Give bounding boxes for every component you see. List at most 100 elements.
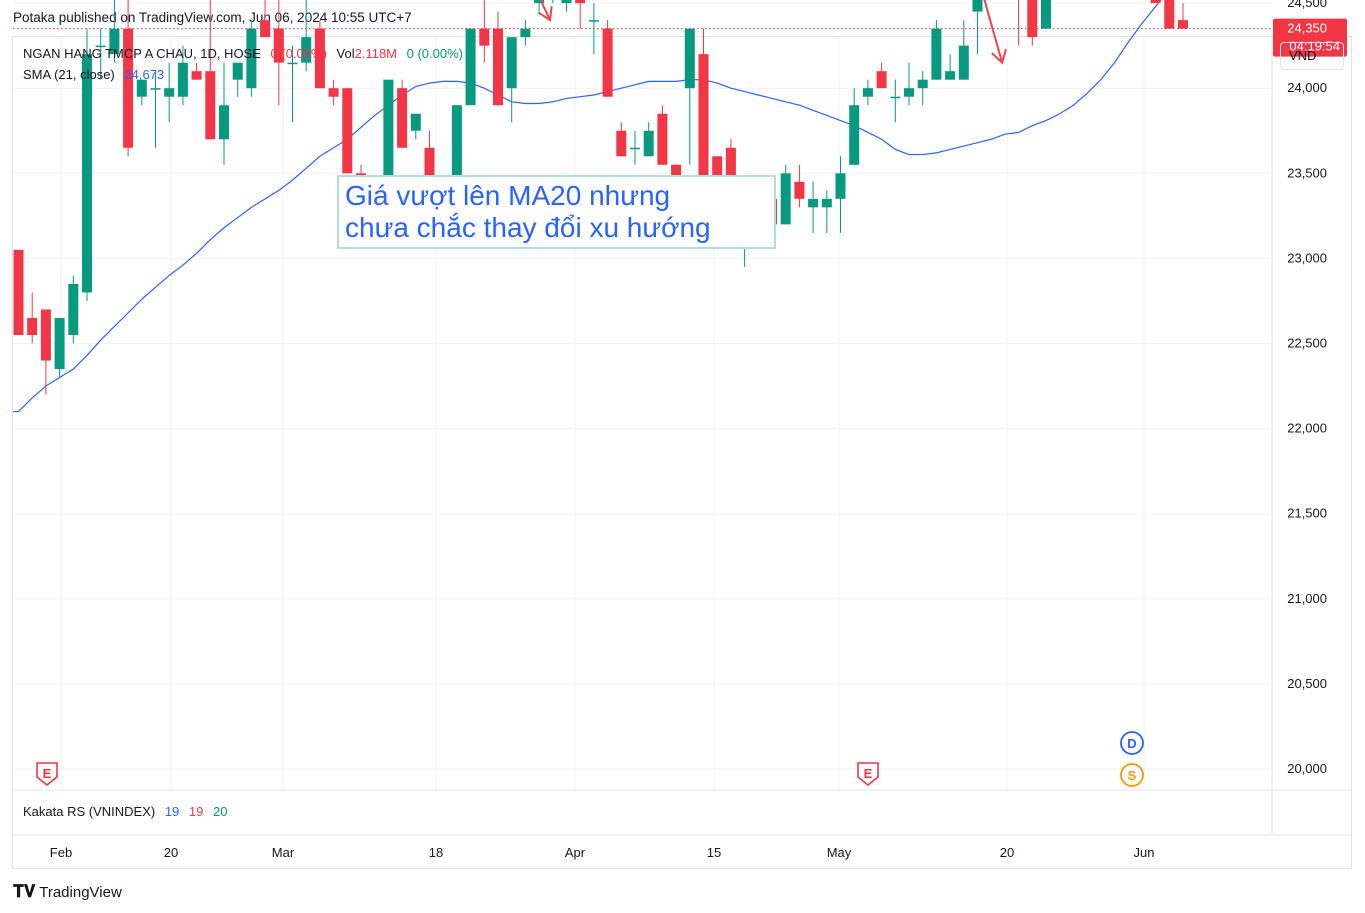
candle-body xyxy=(95,45,106,48)
candle xyxy=(931,20,942,80)
candle-body xyxy=(780,173,791,225)
arrow-shaft xyxy=(983,0,1004,63)
tradingview-logo[interactable]: 𝐓𝐕 TradingView xyxy=(13,882,122,902)
candle xyxy=(13,249,24,335)
candle-body xyxy=(917,79,928,89)
candle xyxy=(794,164,805,208)
candle xyxy=(972,0,983,55)
candle xyxy=(205,0,216,140)
y-tick-label: 21,500 xyxy=(1287,506,1327,521)
y-tick-label: 23,000 xyxy=(1287,250,1327,265)
candle-body xyxy=(835,173,846,199)
earnings-marker-label: E xyxy=(864,766,873,781)
candle xyxy=(588,3,599,55)
last-price-tag-bg xyxy=(1273,18,1347,57)
candle-body xyxy=(150,88,161,90)
publish-caption: Potaka published on TradingView.com, Jun… xyxy=(13,10,412,25)
candle xyxy=(164,62,175,123)
annotation-box[interactable]: Giá vượt lên MA20 nhưng chưa chắc thay đ… xyxy=(337,175,776,249)
candle-body xyxy=(945,71,956,80)
candle-body xyxy=(876,71,887,89)
candle-body xyxy=(931,28,942,80)
candle xyxy=(506,37,517,123)
candle xyxy=(68,275,79,344)
candle-body xyxy=(301,37,312,63)
candle-body xyxy=(232,62,243,80)
arrow-head xyxy=(537,6,553,22)
candle xyxy=(123,0,134,157)
candle xyxy=(301,0,312,72)
currency-button[interactable]: VND xyxy=(1280,42,1344,70)
candle xyxy=(465,28,476,106)
candle xyxy=(410,113,421,140)
candle-body xyxy=(821,198,832,208)
candle xyxy=(342,88,353,174)
candle-body xyxy=(506,37,517,89)
candle-body xyxy=(27,317,38,335)
candle xyxy=(314,20,325,89)
candle xyxy=(684,28,695,165)
sma-line xyxy=(13,0,1162,413)
sma-label[interactable]: SMA (21, close) xyxy=(23,67,115,82)
y-tick-label: 22,000 xyxy=(1287,421,1327,436)
rs-label[interactable]: Kakata RS (VNINDEX) xyxy=(23,804,156,819)
candle-body xyxy=(219,105,229,140)
candle xyxy=(958,20,969,80)
rs-value-2: 19 xyxy=(188,804,204,819)
candle-body xyxy=(410,113,421,131)
annotation-arrow xyxy=(983,0,1007,65)
x-tick-label: 20 xyxy=(164,845,178,860)
marker-label: D xyxy=(1127,736,1136,751)
candle xyxy=(1178,3,1188,29)
candle xyxy=(904,62,914,106)
candle-body xyxy=(136,79,147,97)
x-tick-label: 15 xyxy=(707,845,721,860)
candle xyxy=(561,0,572,12)
candle xyxy=(945,54,956,80)
candle-body xyxy=(575,0,586,4)
candle-body xyxy=(520,28,531,38)
chart-frame xyxy=(12,36,1352,869)
candle-body xyxy=(808,198,819,208)
candle-body xyxy=(109,28,120,55)
x-tick-label: 18 xyxy=(429,845,443,860)
price-change: 0 (0.00%) xyxy=(270,46,327,61)
candle-body xyxy=(342,88,353,174)
rs-value-1: 19 xyxy=(164,804,180,819)
candle xyxy=(1027,0,1038,46)
candle xyxy=(849,88,860,165)
candle-body xyxy=(164,88,175,97)
candle-body xyxy=(314,28,325,89)
candle xyxy=(95,28,106,80)
candle xyxy=(602,20,613,97)
candle-body xyxy=(862,88,873,97)
candle xyxy=(397,79,408,148)
y-tick-label: 21,000 xyxy=(1287,591,1327,606)
candle-body xyxy=(123,28,134,148)
symbol-name[interactable]: NGAN HANG TMCP A CHAU, 1D, HOSE xyxy=(23,46,261,61)
candle xyxy=(246,20,257,97)
marker-circle xyxy=(1120,731,1144,755)
candle xyxy=(40,309,51,395)
candle xyxy=(177,45,188,106)
candle-body xyxy=(643,130,654,157)
earnings-marker-shape xyxy=(36,762,58,787)
candle-body xyxy=(657,113,668,165)
candle xyxy=(219,62,229,165)
x-tick-label: 20 xyxy=(1000,845,1014,860)
candle xyxy=(287,45,298,123)
candle xyxy=(1150,0,1161,4)
sma-line-layer xyxy=(13,0,1162,413)
x-tick-label: Jun xyxy=(1134,845,1155,860)
candle-body xyxy=(849,105,860,165)
candle xyxy=(876,62,887,89)
candle-body xyxy=(287,62,298,65)
tv-logo-icon: 𝐓𝐕 xyxy=(13,882,36,901)
candle-body xyxy=(260,20,271,38)
candle xyxy=(479,0,490,63)
candle-body xyxy=(328,88,339,97)
candle-body xyxy=(561,0,572,4)
candle xyxy=(698,28,709,199)
candle xyxy=(232,62,243,97)
